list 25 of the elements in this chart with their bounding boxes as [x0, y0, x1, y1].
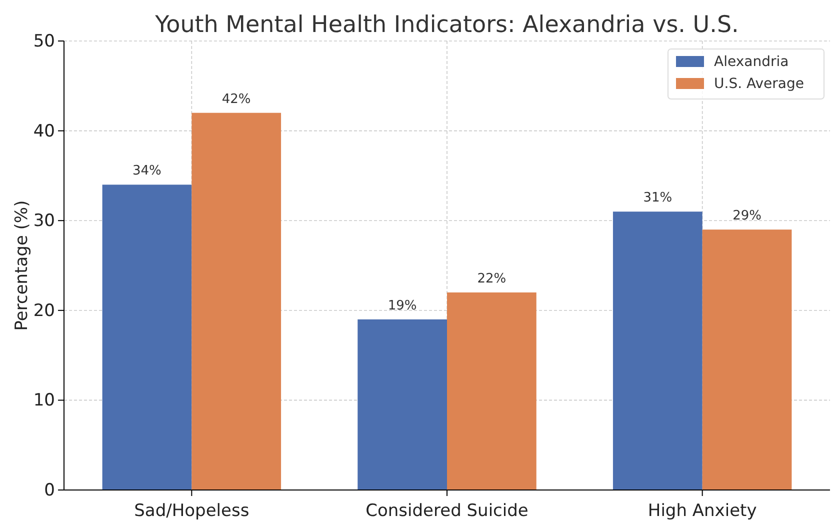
legend-label: Alexandria [714, 54, 789, 70]
bar [612, 212, 702, 490]
data-label: 22% [477, 271, 506, 286]
y-tick-label: 0 [44, 480, 55, 500]
y-tick-label: 40 [33, 121, 55, 142]
data-label: 42% [222, 92, 251, 107]
bar [358, 319, 447, 490]
x-tick-label: Sad/Hopeless [134, 501, 250, 521]
x-tick-label: High Anxiety [648, 501, 757, 521]
y-tick-label: 20 [33, 300, 55, 321]
y-tick-label: 50 [33, 31, 55, 52]
bar [447, 292, 536, 490]
data-label: 29% [732, 208, 762, 224]
y-axis-title: Percentage (%) [12, 200, 32, 331]
data-label: 31% [643, 190, 672, 206]
chart-title: Youth Mental Health Indicators: Alexandria vs. U.S. [154, 12, 739, 38]
data-label: 19% [388, 298, 417, 314]
legend-label: U.S. Average [714, 76, 804, 92]
bar [192, 112, 282, 490]
y-tick-label: 30 [33, 211, 55, 232]
bar [702, 230, 792, 490]
y-tick-label: 10 [33, 390, 55, 411]
bar [102, 184, 192, 490]
x-tick-label: Considered Suicide [366, 501, 528, 521]
data-label: 34% [132, 164, 162, 179]
